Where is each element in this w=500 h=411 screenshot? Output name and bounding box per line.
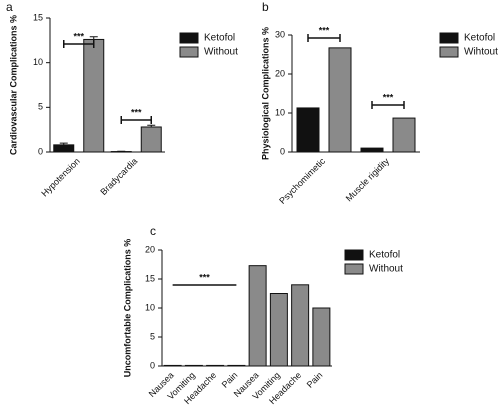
legend-swatch [344, 249, 364, 261]
bar [83, 38, 105, 153]
legend-swatch [439, 32, 459, 44]
legend-label: Ketofol [204, 33, 235, 44]
legend-label: Ketofol [369, 250, 400, 261]
x-tick-label: Muscle rigidity [344, 156, 392, 204]
bar [392, 117, 416, 153]
y-tick-label: 20 [275, 68, 285, 78]
y-axis-label: Physiological Complications % [260, 27, 270, 160]
error-bar [59, 142, 68, 145]
y-tick-label: 15 [145, 273, 155, 283]
significance-label: *** [131, 107, 142, 117]
y-tick-label: 15 [33, 12, 43, 22]
panel-label: b [262, 0, 269, 14]
legend-swatch [179, 46, 199, 58]
bar [328, 47, 352, 153]
bar [312, 307, 331, 367]
x-tick-label: Psychomimetic [277, 156, 327, 206]
y-tick-label: 0 [38, 146, 43, 156]
bar [248, 265, 267, 367]
bar [296, 107, 320, 153]
y-tick-label: 0 [150, 360, 155, 370]
y-tick-label: 5 [150, 331, 155, 341]
bar [140, 126, 162, 153]
bar [53, 144, 75, 153]
y-tick-label: 10 [33, 57, 43, 67]
panel-label: a [6, 0, 13, 14]
legend-label: Without [204, 47, 238, 58]
y-tick-label: 30 [275, 29, 285, 39]
y-axis-label: Uncomfortable Complications % [122, 239, 132, 378]
significance-label: *** [73, 31, 84, 41]
bar [206, 364, 225, 367]
significance-label: *** [319, 25, 330, 35]
bar [360, 147, 384, 153]
y-tick-label: 10 [145, 302, 155, 312]
y-tick-label: 20 [145, 244, 155, 254]
legend-label: Ketofol [464, 33, 495, 44]
legend-label: Without [369, 264, 403, 275]
legend-swatch [439, 46, 459, 58]
bar [269, 293, 288, 367]
significance-label: *** [199, 272, 210, 282]
bar [227, 364, 246, 367]
legend-label: Wihtout [464, 47, 498, 58]
error-bar [89, 36, 98, 40]
bar [291, 284, 310, 367]
significance-line [371, 101, 405, 109]
panel-label: c [150, 224, 156, 238]
error-bar [147, 124, 156, 127]
significance-line [307, 34, 341, 42]
y-tick-label: 5 [38, 102, 43, 112]
legend-swatch [179, 32, 199, 44]
y-axis-label: Cardiovascular Complications % [8, 15, 18, 155]
y-tick-label: 10 [275, 107, 285, 117]
bar [184, 364, 203, 367]
y-tick-label: 0 [280, 146, 285, 156]
x-tick-label: Pain [305, 370, 325, 390]
legend-swatch [344, 263, 364, 275]
bar [163, 364, 182, 367]
x-tick-label: Hypotension [39, 156, 81, 198]
significance-line [63, 40, 95, 48]
significance-label: *** [383, 92, 394, 102]
x-tick-label: Bradycardia [98, 156, 139, 197]
significance-line [120, 116, 152, 124]
